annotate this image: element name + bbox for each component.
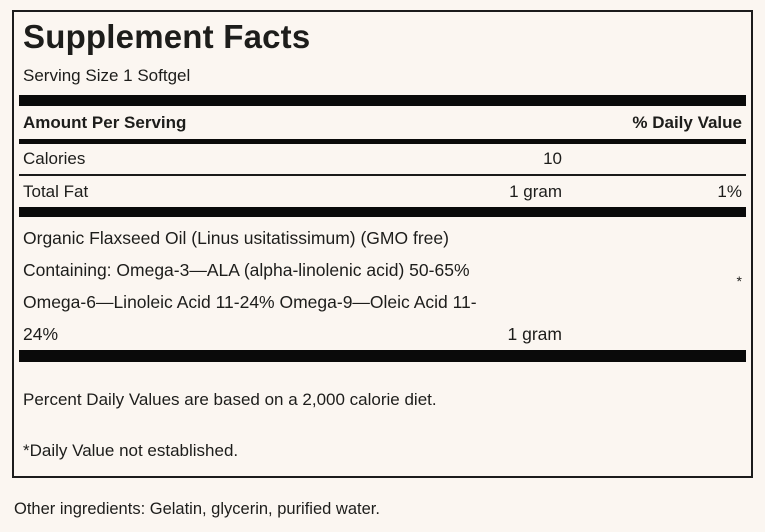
other-ingredients: Other ingredients: Gelatin, glycerin, pu…	[14, 500, 380, 518]
column-header-row: Amount Per Serving % Daily Value	[19, 106, 746, 139]
panel-title: Supplement Facts	[23, 18, 311, 55]
divider-bar-thick-mid	[19, 207, 746, 217]
ingredient-block: Organic Flaxseed Oil (Linus usitatissimu…	[19, 217, 746, 350]
divider-bar-thick-bottom	[19, 350, 746, 362]
table-row-total-fat: Total Fat 1 gram 1%	[19, 176, 746, 207]
supplement-facts-panel: Supplement Facts Serving Size 1 Softgel …	[12, 10, 753, 478]
divider-bar-thick-top	[19, 95, 746, 106]
table-row-calories: Calories 10	[19, 144, 746, 174]
nutrient-dv: 1%	[717, 181, 742, 201]
ingredient-line: Omega-6—Linoleic Acid 11-24% Omega-9—Ole…	[23, 292, 477, 312]
daily-value-asterisk: *	[736, 273, 742, 289]
ingredient-amount: 1 gram	[507, 324, 562, 344]
percent-daily-value-footnote: Percent Daily Values are based on a 2,00…	[23, 390, 437, 409]
ingredient-line: Containing: Omega-3—ALA (alpha-linolenic…	[23, 260, 470, 280]
ingredient-last-line: 24% 1 gram	[23, 318, 742, 350]
daily-value-header: % Daily Value	[632, 112, 742, 132]
nutrient-name: Calories	[23, 149, 86, 168]
serving-size: Serving Size 1 Softgel	[23, 66, 191, 85]
ingredient-line-continuation: 24%	[23, 324, 59, 344]
daily-value-not-established-footnote: *Daily Value not established.	[23, 441, 239, 460]
nutrient-name: Total Fat	[23, 181, 89, 201]
amount-per-serving-header: Amount Per Serving	[23, 112, 187, 132]
nutrient-amount: 10	[543, 149, 562, 168]
divider-rule-thin	[19, 174, 746, 176]
nutrient-amount: 1 gram	[509, 181, 562, 201]
divider-bar-medium	[19, 139, 746, 144]
ingredient-line: Organic Flaxseed Oil (Linus usitatissimu…	[23, 228, 449, 248]
